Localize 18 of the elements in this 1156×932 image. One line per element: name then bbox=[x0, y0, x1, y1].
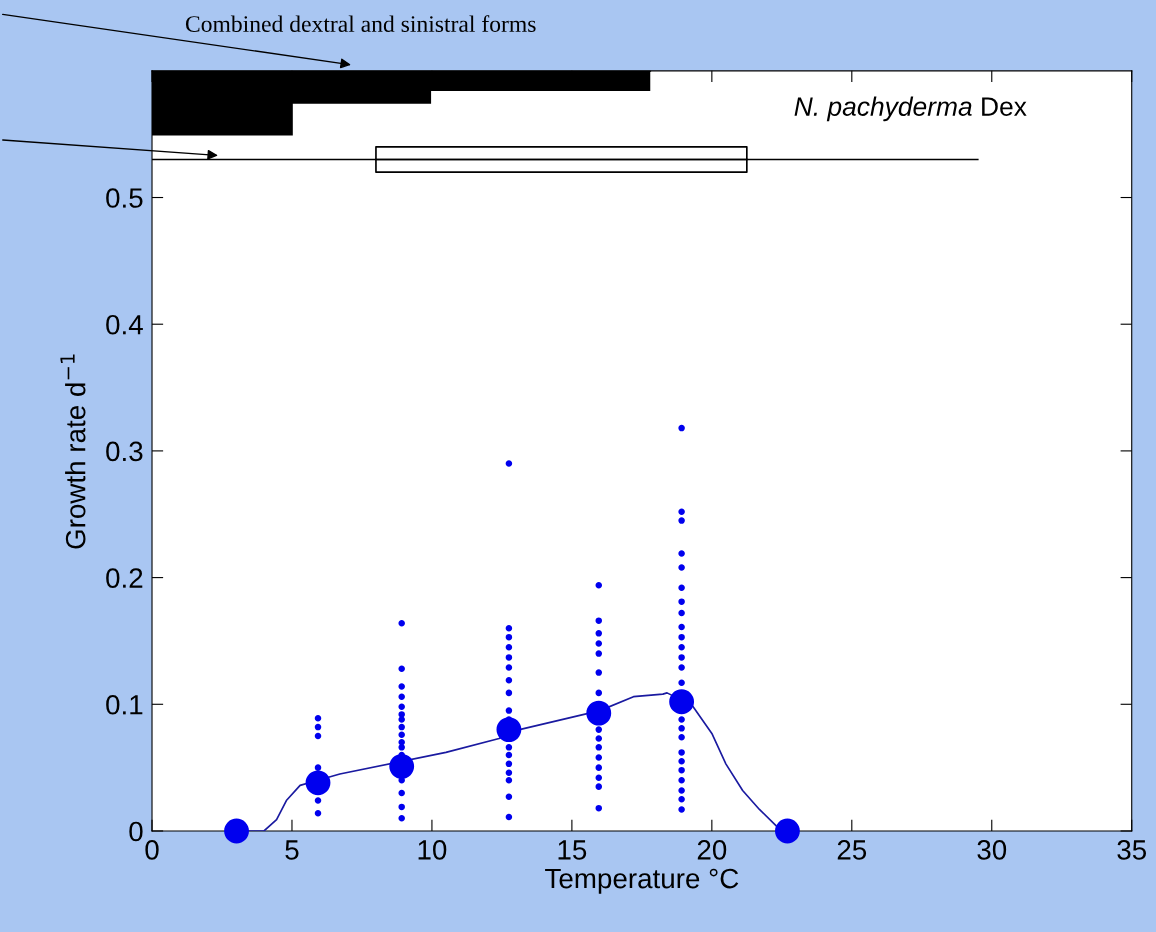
x-tick-label: 0 bbox=[145, 840, 159, 860]
annotation: N. pachyderma Dex bbox=[794, 96, 1027, 122]
y-tick-label: 0 bbox=[129, 821, 143, 842]
y-tick-label: 0.3 bbox=[106, 441, 143, 462]
y-tick-label: 0.4 bbox=[106, 314, 143, 335]
y-axis-title: Growth rate d$^{−1}$ bbox=[60, 354, 86, 549]
x-tick-label: 35 bbox=[1117, 840, 1147, 860]
text: Combined dextral and sinistral forms bbox=[185, 15, 536, 33]
x-tick-label: 20 bbox=[697, 840, 727, 860]
y-tick-label: 0.5 bbox=[106, 188, 143, 208]
x-axis-title: Temperature °C bbox=[545, 868, 739, 894]
y-tick-label: 0.1 bbox=[106, 694, 143, 715]
x-tick-label: 30 bbox=[977, 840, 1007, 860]
x-tick-label: 10 bbox=[418, 840, 447, 860]
y-tick-label: 0.2 bbox=[106, 568, 143, 588]
x-tick-label: 15 bbox=[558, 840, 587, 860]
x-tick-label: 5 bbox=[285, 840, 299, 860]
x-tick-label: 25 bbox=[837, 840, 867, 860]
